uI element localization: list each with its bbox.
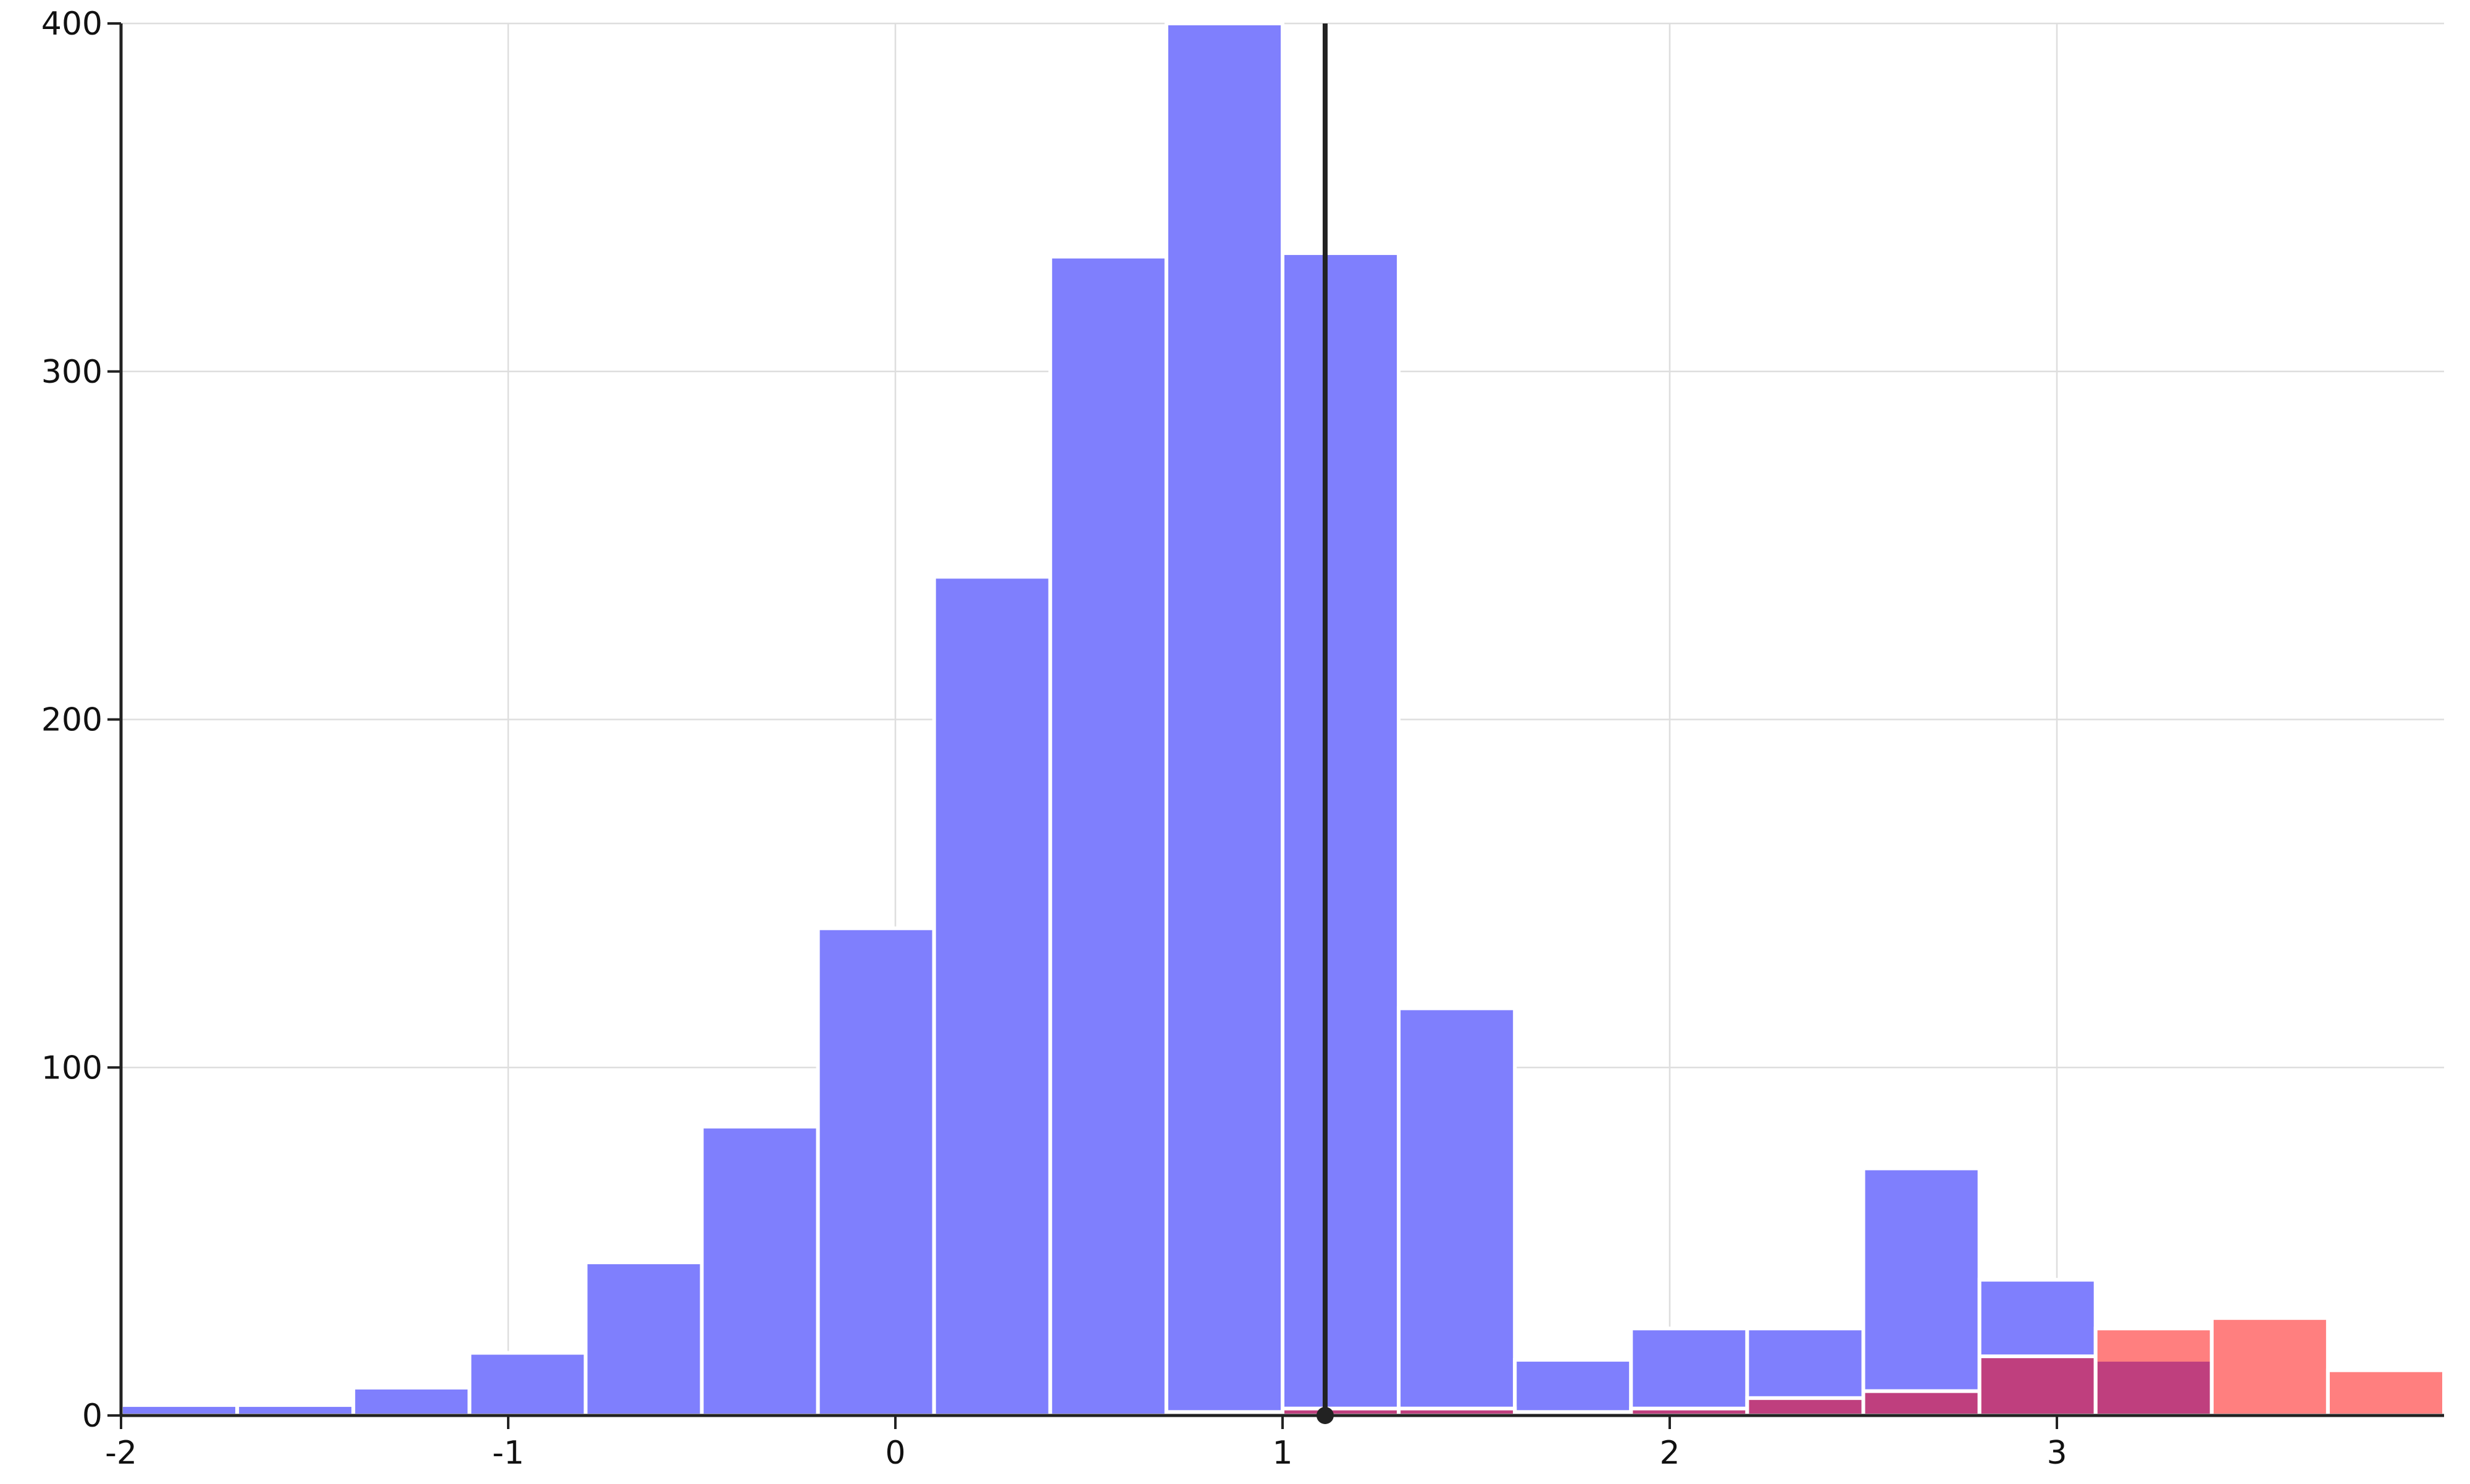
histogram-bar bbox=[119, 1403, 240, 1417]
histogram-bar bbox=[584, 1260, 704, 1417]
histogram-bar bbox=[1281, 251, 1401, 1418]
y-tick-label: 400 bbox=[41, 6, 103, 43]
histogram-bar bbox=[1745, 1396, 1865, 1417]
histogram-bar bbox=[1164, 22, 1285, 1417]
y-tick-label: 300 bbox=[41, 354, 103, 391]
x-tick-label: 1 bbox=[1272, 1435, 1292, 1472]
histogram-bar bbox=[1048, 254, 1168, 1417]
y-tick-label: 100 bbox=[41, 1049, 103, 1086]
histogram-bar bbox=[932, 575, 1052, 1417]
histogram-bar bbox=[1861, 1166, 1982, 1418]
x-tick-label: 0 bbox=[885, 1435, 905, 1472]
reference-marker bbox=[1316, 1407, 1334, 1424]
histogram-bar bbox=[816, 926, 936, 1417]
histogram-bar bbox=[2209, 1316, 2330, 1417]
histogram-bar bbox=[1513, 1357, 1633, 1418]
x-tick-label: 2 bbox=[1659, 1435, 1680, 1472]
histogram-bar bbox=[1977, 1354, 2098, 1418]
histogram-bar bbox=[1861, 1389, 1982, 1418]
histogram-bar bbox=[2093, 1327, 2214, 1417]
x-tick-label: 3 bbox=[2046, 1435, 2067, 1472]
x-tick-label: -2 bbox=[105, 1435, 137, 1472]
x-tick-label: -1 bbox=[492, 1435, 524, 1472]
y-tick-label: 0 bbox=[82, 1398, 103, 1435]
ticks-layer: -2 -1 0 1 2 3 0 100 200 300 400 bbox=[41, 6, 2067, 1472]
histogram-bar bbox=[235, 1403, 356, 1417]
reference-layer bbox=[1316, 23, 1334, 1424]
histogram-bar bbox=[467, 1351, 588, 1417]
bars-layer bbox=[119, 22, 2446, 1418]
histogram-bar bbox=[1629, 1327, 1749, 1417]
histogram-bar bbox=[700, 1125, 820, 1418]
histogram-bar bbox=[2326, 1368, 2446, 1417]
histogram-bar bbox=[351, 1385, 472, 1417]
y-tick-label: 200 bbox=[41, 702, 103, 739]
histogram-bar bbox=[1397, 1006, 1517, 1417]
